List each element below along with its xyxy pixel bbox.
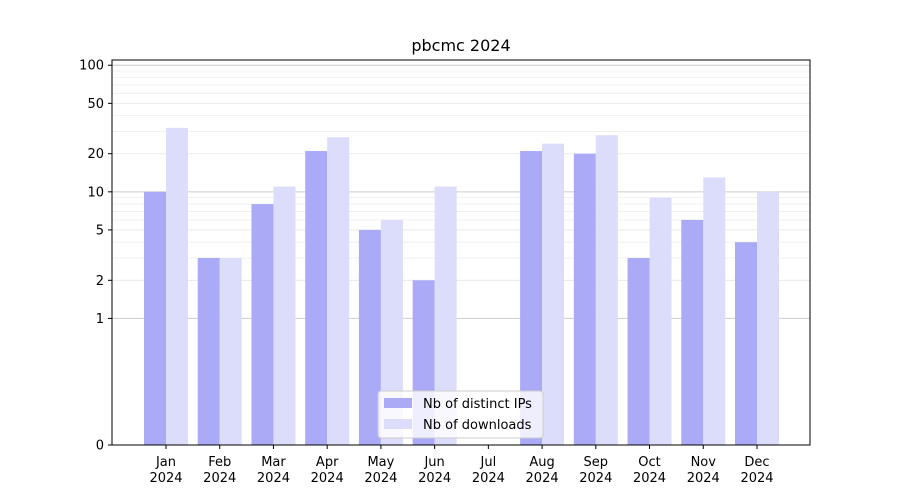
x-tick-label-year: 2024 bbox=[740, 471, 773, 486]
x-tick-label-month: Jun bbox=[423, 455, 444, 470]
bar-distinct-ips bbox=[358, 229, 381, 445]
y-tick-label: 2 bbox=[96, 274, 104, 289]
bar-downloads bbox=[219, 258, 242, 445]
chart-title: pbcmc 2024 bbox=[411, 36, 510, 55]
x-tick-label-year: 2024 bbox=[149, 471, 182, 486]
x-tick-label-month: Nov bbox=[691, 455, 717, 470]
x-tick-label-year: 2024 bbox=[418, 471, 451, 486]
bar-distinct-ips bbox=[197, 258, 220, 445]
bar-distinct-ips bbox=[305, 151, 328, 445]
x-tick-label-month: Jan bbox=[155, 455, 176, 470]
y-axis: 0 1 2 5 10 20 50 100 bbox=[79, 59, 112, 454]
bar-downloads bbox=[434, 186, 457, 446]
legend-box bbox=[377, 390, 544, 439]
legend-swatch bbox=[384, 419, 412, 429]
y-tick-label: 100 bbox=[79, 59, 104, 74]
bar-downloads bbox=[757, 191, 779, 445]
y-tick-label: 50 bbox=[87, 97, 104, 112]
bar-distinct-ips bbox=[520, 151, 543, 445]
bar-distinct-ips bbox=[144, 191, 166, 445]
x-tick-label-year: 2024 bbox=[311, 471, 344, 486]
x-tick-label-month: Feb bbox=[208, 455, 231, 470]
x-tick-label-month: May bbox=[367, 455, 394, 470]
y-tick-label: 10 bbox=[87, 185, 104, 200]
legend-swatch bbox=[384, 398, 412, 408]
plot-frame bbox=[111, 59, 811, 446]
x-tick-label-year: 2024 bbox=[364, 471, 397, 486]
x-tick-label-month: Aug bbox=[529, 455, 554, 470]
bar-downloads bbox=[273, 186, 296, 446]
y-tick-label: 20 bbox=[87, 147, 104, 162]
bars bbox=[144, 127, 779, 446]
x-tick-label-year: 2024 bbox=[203, 471, 236, 486]
x-tick-label-year: 2024 bbox=[633, 471, 666, 486]
bar-downloads bbox=[649, 197, 672, 445]
x-tick-label-month: Sep bbox=[584, 455, 609, 470]
x-tick-label-month: Oct bbox=[638, 455, 660, 470]
bar-downloads bbox=[380, 219, 403, 445]
bar-downloads bbox=[327, 137, 350, 446]
x-tick-label-year: 2024 bbox=[257, 471, 290, 486]
legend-label: Nb of distinct IPs bbox=[423, 397, 532, 412]
legend: Nb of distinct IPs Nb of downloads bbox=[377, 390, 544, 439]
bar-distinct-ips bbox=[735, 242, 757, 445]
bar-distinct-ips bbox=[627, 258, 650, 445]
y-tick-label: 5 bbox=[96, 223, 104, 238]
bar-downloads bbox=[595, 135, 618, 445]
bar-distinct-ips bbox=[681, 219, 704, 445]
bar-distinct-ips bbox=[573, 153, 596, 446]
y-tick-label: 0 bbox=[96, 439, 104, 454]
x-tick-label-month: Apr bbox=[316, 455, 339, 470]
x-tick-label-year: 2024 bbox=[526, 471, 559, 486]
x-tick-label-month: Mar bbox=[261, 455, 286, 470]
x-tick-label-year: 2024 bbox=[472, 471, 505, 486]
x-tick-label-year: 2024 bbox=[579, 471, 612, 486]
y-tick-label: 1 bbox=[96, 312, 104, 327]
bar-downloads bbox=[166, 127, 188, 445]
x-tick-label-year: 2024 bbox=[687, 471, 720, 486]
x-tick-label-month: Jul bbox=[480, 455, 497, 470]
legend-label: Nb of downloads bbox=[423, 418, 532, 433]
x-tick-label-month: Dec bbox=[744, 455, 769, 470]
bar-downloads bbox=[703, 177, 726, 446]
bar-downloads bbox=[542, 143, 565, 445]
bar-distinct-ips bbox=[251, 204, 274, 445]
x-axis: Jan2024Feb2024Mar2024Apr2024May2024Jun20… bbox=[149, 445, 774, 486]
